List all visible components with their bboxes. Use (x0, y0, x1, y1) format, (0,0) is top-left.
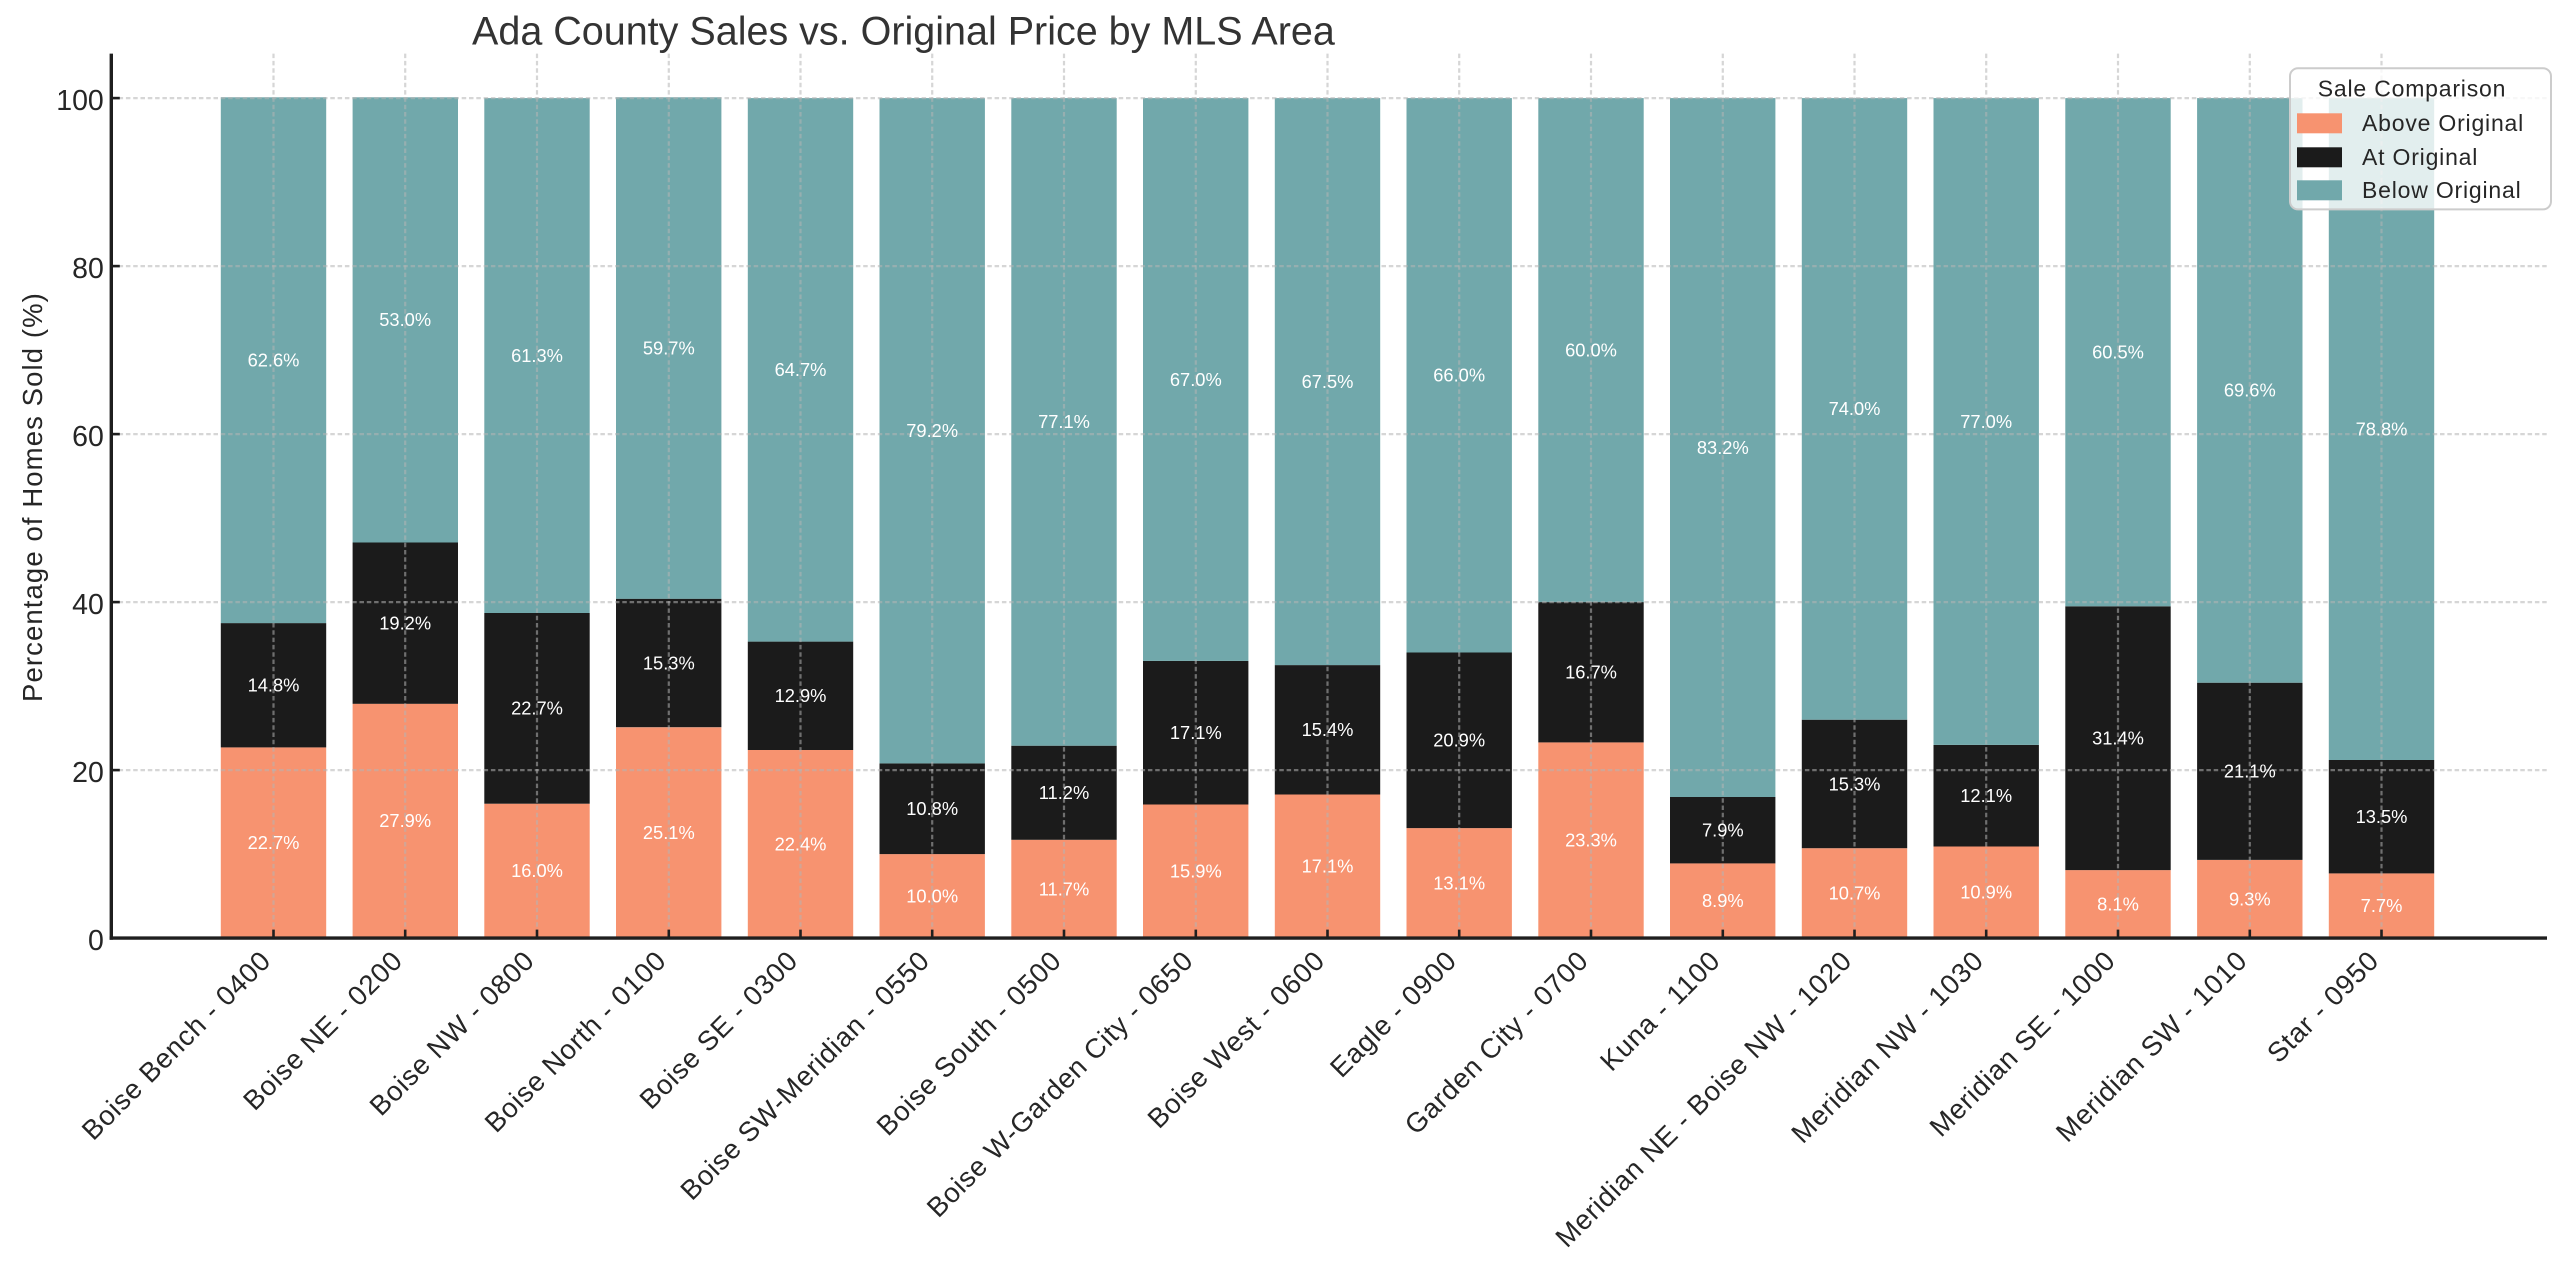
svg-text:Sale Comparison: Sale Comparison (2318, 75, 2506, 101)
svg-text:22.7%: 22.7% (511, 698, 563, 719)
svg-text:11.7%: 11.7% (1039, 878, 1089, 899)
svg-text:12.9%: 12.9% (775, 685, 827, 706)
svg-text:22.4%: 22.4% (775, 833, 827, 854)
svg-text:31.4%: 31.4% (2092, 728, 2144, 749)
svg-text:69.6%: 69.6% (2224, 380, 2276, 401)
svg-text:13.1%: 13.1% (1433, 872, 1485, 893)
svg-text:77.0%: 77.0% (1960, 411, 2012, 432)
svg-text:60: 60 (72, 421, 104, 453)
svg-text:22.7%: 22.7% (248, 832, 300, 853)
svg-text:10.8%: 10.8% (906, 798, 958, 819)
svg-text:25.1%: 25.1% (643, 822, 695, 843)
svg-text:15.9%: 15.9% (1170, 861, 1222, 882)
svg-text:17.1%: 17.1% (1170, 722, 1222, 743)
svg-text:Percentage of Homes Sold (%): Percentage of Homes Sold (%) (17, 292, 48, 702)
svg-text:79.2%: 79.2% (906, 420, 958, 441)
svg-text:53.0%: 53.0% (379, 309, 431, 330)
svg-text:40: 40 (72, 589, 104, 621)
svg-text:Above Original: Above Original (2362, 110, 2524, 136)
svg-text:21.1%: 21.1% (2224, 761, 2276, 782)
svg-text:100: 100 (56, 85, 104, 117)
svg-text:20: 20 (72, 757, 104, 789)
svg-text:59.7%: 59.7% (643, 337, 695, 358)
svg-text:0: 0 (88, 925, 104, 957)
svg-text:60.0%: 60.0% (1565, 339, 1617, 360)
svg-text:8.9%: 8.9% (1702, 890, 1744, 911)
svg-text:12.1%: 12.1% (1960, 785, 2012, 806)
svg-text:17.1%: 17.1% (1302, 856, 1354, 877)
svg-text:10.7%: 10.7% (1829, 883, 1881, 904)
svg-text:83.2%: 83.2% (1697, 437, 1749, 458)
svg-text:61.3%: 61.3% (511, 345, 563, 366)
svg-text:64.7%: 64.7% (775, 359, 827, 380)
svg-text:62.6%: 62.6% (248, 350, 300, 371)
svg-text:78.8%: 78.8% (2356, 418, 2408, 439)
svg-text:Below Original: Below Original (2362, 177, 2522, 203)
svg-text:15.4%: 15.4% (1302, 719, 1354, 740)
svg-text:60.5%: 60.5% (2092, 342, 2144, 363)
svg-text:15.3%: 15.3% (1829, 773, 1881, 794)
svg-text:66.0%: 66.0% (1433, 365, 1485, 386)
svg-text:27.9%: 27.9% (379, 810, 431, 831)
svg-text:10.9%: 10.9% (1960, 882, 2012, 903)
svg-text:7.7%: 7.7% (2361, 895, 2403, 916)
svg-text:67.5%: 67.5% (1302, 371, 1354, 392)
svg-text:77.1%: 77.1% (1038, 411, 1090, 432)
svg-text:10.0%: 10.0% (906, 885, 958, 906)
svg-text:16.7%: 16.7% (1565, 662, 1617, 683)
svg-text:23.3%: 23.3% (1565, 830, 1617, 851)
svg-text:11.2%: 11.2% (1039, 782, 1089, 803)
svg-text:8.1%: 8.1% (2097, 893, 2139, 914)
svg-text:19.2%: 19.2% (379, 612, 431, 633)
svg-text:Ada County Sales vs. Original: Ada County Sales vs. Original Price by M… (472, 10, 1335, 54)
svg-text:At Original: At Original (2362, 144, 2478, 170)
svg-text:80: 80 (72, 253, 104, 285)
svg-text:9.3%: 9.3% (2229, 888, 2271, 909)
svg-text:13.5%: 13.5% (2356, 806, 2408, 827)
svg-text:15.3%: 15.3% (643, 652, 695, 673)
svg-text:16.0%: 16.0% (511, 860, 563, 881)
svg-text:74.0%: 74.0% (1829, 398, 1881, 419)
svg-text:20.9%: 20.9% (1433, 730, 1485, 751)
svg-text:14.8%: 14.8% (248, 675, 300, 696)
svg-text:7.9%: 7.9% (1702, 820, 1744, 841)
svg-text:67.0%: 67.0% (1170, 369, 1222, 390)
